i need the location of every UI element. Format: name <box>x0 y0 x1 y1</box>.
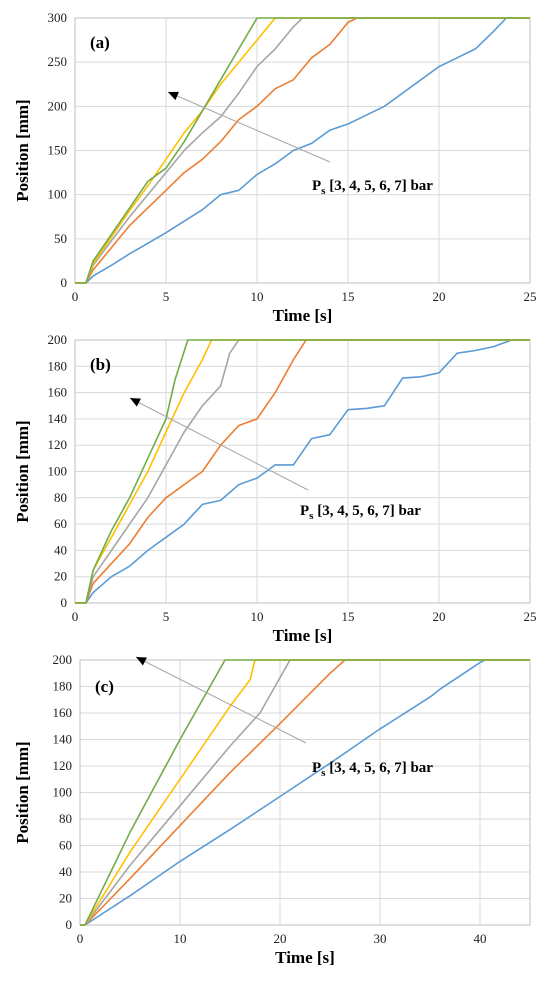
chart-c-series-line-2 <box>80 659 530 926</box>
chart-a-series-line-4 <box>75 17 530 284</box>
chart-c-annotation-arrow-line <box>135 656 307 744</box>
chart-b-xtick-label: 15 <box>342 609 355 624</box>
chart-c-x-axis-title: Time [s] <box>275 948 335 967</box>
chart-c-ytick-label: 140 <box>53 732 73 747</box>
chart-panel-c: 0 20 40 60 80 100 120 140 160 180 200 0 10 20 30 40 Time… <box>0 650 550 978</box>
chart-a-xtick-label: 20 <box>433 289 446 304</box>
chart-a-ytick-label: 100 <box>48 187 68 202</box>
chart-a-xtick-label: 0 <box>72 289 79 304</box>
chart-b-ytick-label: 40 <box>54 542 67 557</box>
chart-c-ytick-label: 100 <box>53 785 73 800</box>
chart-b-svg: 0 20 40 60 80 100 120 140 160 180 200 0 5 10 15 20 25 Tim… <box>13 332 537 645</box>
chart-a-xtick-label: 10 <box>251 289 264 304</box>
chart-a-ytick-label: 200 <box>48 98 68 113</box>
chart-b-y-axis-title: Position [mm] <box>13 420 32 522</box>
chart-c-ytick-label: 200 <box>53 652 73 667</box>
chart-a-series-line-3 <box>75 17 530 284</box>
chart-c-series-line-4 <box>80 659 530 926</box>
chart-a-annotation-text: Ps [3, 4, 5, 6, 7] bar <box>312 178 433 197</box>
chart-b-series-line-3 <box>75 339 530 604</box>
chart-b-ytick-label: 120 <box>48 437 68 452</box>
chart-b-ytick-label: 140 <box>48 411 68 426</box>
chart-a-annotation-arrow-line <box>167 91 331 163</box>
chart-c-annotation-arrow-head <box>136 657 147 666</box>
chart-b-series-line-1 <box>75 339 530 604</box>
chart-a-ytick-label: 300 <box>48 10 68 25</box>
chart-b-ytick-label: 60 <box>54 516 67 531</box>
chart-c-xtick-label: 20 <box>274 931 287 946</box>
chart-b-ytick-label: 200 <box>48 332 68 347</box>
chart-a-annotation-arrow-head <box>168 91 179 101</box>
chart-b-xtick-label: 5 <box>163 609 170 624</box>
chart-a-xtick-label: 5 <box>163 289 170 304</box>
chart-c-xtick-label: 40 <box>474 931 487 946</box>
chart-b-ytick-label: 100 <box>48 464 68 479</box>
chart-a-series-line-1 <box>75 17 530 284</box>
chart-b-xtick-label: 25 <box>524 609 537 624</box>
chart-b-annotation-arrow-head <box>130 398 141 407</box>
chart-a-ytick-label: 250 <box>48 54 68 69</box>
chart-c-xtick-label: 30 <box>374 931 387 946</box>
chart-c-ytick-label: 180 <box>53 679 73 694</box>
chart-c-xtick-label: 10 <box>174 931 187 946</box>
chart-a-y-axis-title: Position [mm] <box>13 99 32 201</box>
chart-c-panel-label: (c) <box>95 677 114 696</box>
chart-c-ytick-label: 0 <box>66 917 73 932</box>
chart-c-series-line-1 <box>80 659 530 926</box>
chart-c-xtick-label: 0 <box>77 931 84 946</box>
chart-panel-b: 0 20 40 60 80 100 120 140 160 180 200 0 5 10 15 20 25 Tim… <box>0 325 550 650</box>
chart-a-ytick-label: 50 <box>54 231 67 246</box>
chart-panel-a: 0 50 100 150 200 250 300 0 5 10 15 20 25 Time [s] Posi… <box>0 0 550 325</box>
chart-c-series-line-5 <box>80 659 530 926</box>
chart-a-x-axis-title: Time [s] <box>273 306 333 325</box>
chart-b-ytick-label: 160 <box>48 385 68 400</box>
chart-b-xtick-label: 20 <box>433 609 446 624</box>
chart-a-series-line-2 <box>75 17 530 284</box>
chart-b-xtick-label: 10 <box>251 609 264 624</box>
chart-a-ytick-label: 0 <box>61 275 68 290</box>
chart-b-ytick-label: 0 <box>61 595 68 610</box>
chart-c-annotation-text: Ps [3, 4, 5, 6, 7] bar <box>312 760 433 779</box>
chart-a-series-line-5 <box>75 17 530 284</box>
chart-b-series-line-5 <box>75 339 530 604</box>
chart-a-ytick-label: 150 <box>48 143 68 158</box>
chart-a-xtick-label: 15 <box>342 289 355 304</box>
chart-b-annotation-arrow-line <box>129 397 309 491</box>
chart-c-ytick-label: 60 <box>59 838 72 853</box>
chart-b-ytick-label: 80 <box>54 490 67 505</box>
chart-b-x-axis-title: Time [s] <box>273 626 333 645</box>
chart-a-panel-label: (a) <box>90 33 110 52</box>
chart-b-ytick-label: 180 <box>48 358 68 373</box>
chart-c-ytick-label: 160 <box>53 705 73 720</box>
chart-c-ytick-label: 40 <box>59 864 72 879</box>
chart-b-series-line-2 <box>75 339 530 604</box>
chart-b-xtick-label: 0 <box>72 609 79 624</box>
chart-c-ytick-label: 120 <box>53 758 73 773</box>
chart-b-panel-label: (b) <box>90 355 111 374</box>
chart-b-ytick-label: 20 <box>54 569 67 584</box>
chart-c-ytick-label: 20 <box>59 891 72 906</box>
chart-c-svg: 0 20 40 60 80 100 120 140 160 180 200 0 10 20 30 40 Time… <box>13 652 531 967</box>
chart-a-xtick-label: 25 <box>524 289 537 304</box>
chart-a-svg: 0 50 100 150 200 250 300 0 5 10 15 20 25 Time [s] Posi… <box>13 10 537 325</box>
chart-c-ytick-label: 80 <box>59 811 72 826</box>
chart-c-series-line-3 <box>80 659 530 926</box>
chart-c-y-axis-title: Position [mm] <box>13 741 32 843</box>
chart-b-annotation-text: Ps [3, 4, 5, 6, 7] bar <box>300 503 421 522</box>
